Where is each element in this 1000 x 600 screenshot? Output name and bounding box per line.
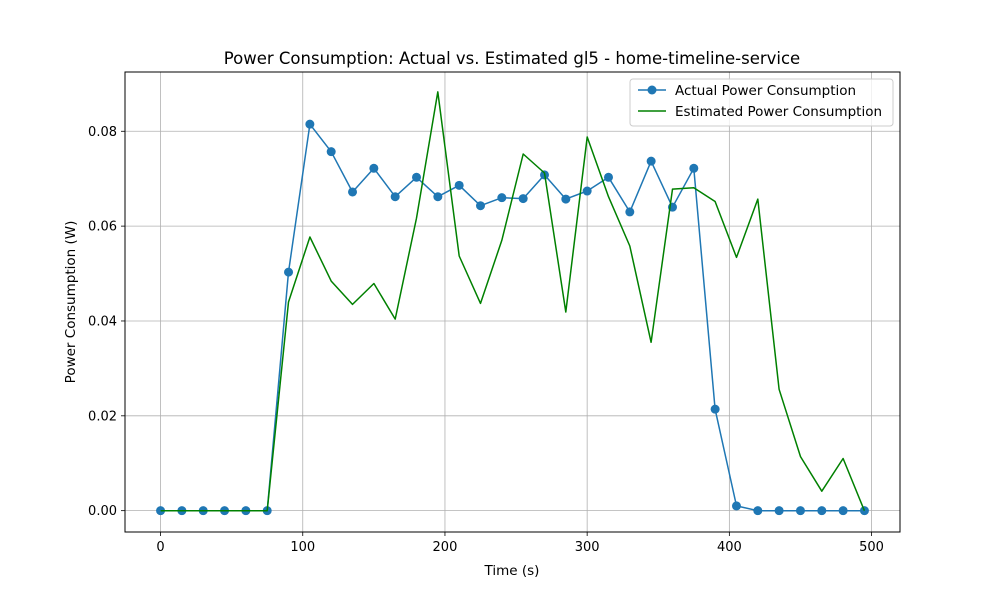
data-point-actual xyxy=(305,119,315,129)
ticks: 0 100 200 300 400 500 0.00 0.02 0.04 0.06 0.08 xyxy=(88,125,884,555)
plot-frame xyxy=(124,71,901,533)
plot-area xyxy=(125,72,900,532)
data-point-actual xyxy=(646,156,656,166)
data-point-actual xyxy=(156,506,166,516)
chart-title: Power Consumption: Actual vs. Estimated … xyxy=(224,49,800,68)
data-point-actual xyxy=(348,187,358,197)
data-point-actual xyxy=(369,163,379,173)
data-point-actual xyxy=(603,172,613,182)
data-point-actual xyxy=(476,201,486,211)
x-tick-label: 0 xyxy=(156,540,164,555)
data-point-actual xyxy=(774,506,784,516)
x-tick-label: 300 xyxy=(575,540,600,555)
y-tick-label: 0.02 xyxy=(88,409,117,424)
data-point-actual xyxy=(625,207,635,217)
x-tick-label: 500 xyxy=(859,540,884,555)
data-point-actual xyxy=(497,193,507,203)
data-point-actual xyxy=(284,267,294,277)
data-point-actual xyxy=(710,404,720,414)
y-tick-label: 0.06 xyxy=(88,220,117,235)
x-tick-label: 200 xyxy=(433,540,458,555)
data-point-actual xyxy=(518,194,528,204)
x-tick-label: 100 xyxy=(290,540,315,555)
data-point-actual xyxy=(795,506,805,516)
data-point-actual xyxy=(326,147,336,157)
data-point-actual xyxy=(582,186,592,196)
data-point-actual xyxy=(838,506,848,516)
data-point-actual xyxy=(561,194,571,204)
legend: Actual Power Consumption Estimated Power… xyxy=(629,78,894,127)
legend-label-actual: Actual Power Consumption xyxy=(675,83,856,99)
data-point-actual xyxy=(689,163,699,173)
x-axis-label: Time (s) xyxy=(484,563,540,579)
y-tick-label: 0.04 xyxy=(88,314,117,329)
y-axis-label: Power Consumption (W) xyxy=(63,221,79,384)
data-point-actual xyxy=(390,192,400,202)
x-tick-label: 400 xyxy=(717,540,742,555)
y-tick-label: 0.00 xyxy=(88,504,117,519)
series-line-estimated xyxy=(160,91,866,512)
series-layer xyxy=(156,91,869,516)
legend-box xyxy=(629,78,894,127)
data-point-actual xyxy=(817,506,827,516)
data-point-actual xyxy=(731,501,741,511)
legend-marker-actual xyxy=(647,85,657,95)
data-point-actual xyxy=(454,180,464,190)
data-point-actual xyxy=(412,172,422,182)
y-tick-label: 0.08 xyxy=(88,125,117,140)
legend-label-estimated: Estimated Power Consumption xyxy=(675,104,882,120)
data-point-actual xyxy=(753,506,763,516)
data-point-actual xyxy=(433,192,443,202)
